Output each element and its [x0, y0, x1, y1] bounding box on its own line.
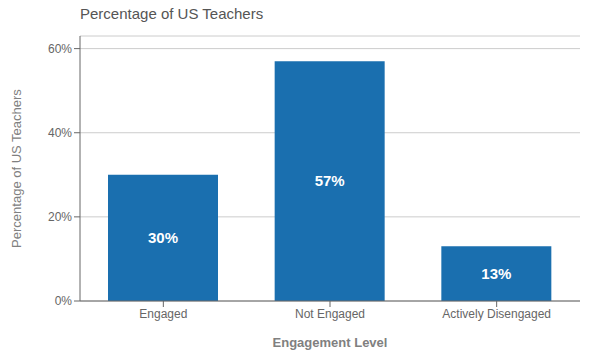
svg-text:57%: 57% [315, 172, 345, 189]
svg-text:40%: 40% [48, 126, 72, 140]
svg-text:30%: 30% [148, 229, 178, 246]
svg-text:Engagement Level: Engagement Level [273, 335, 388, 350]
svg-text:Actively Disengaged: Actively Disengaged [442, 307, 551, 321]
svg-text:13%: 13% [481, 265, 511, 282]
svg-text:Percentage of US Teachers: Percentage of US Teachers [9, 89, 24, 248]
svg-text:Engaged: Engaged [139, 307, 187, 321]
svg-text:20%: 20% [48, 210, 72, 224]
svg-text:60%: 60% [48, 42, 72, 56]
html-text:Percentage of US Teachers: Percentage of US Teachers [80, 5, 264, 22]
svg-text:Not Engaged: Not Engaged [295, 307, 365, 321]
svg-text:0%: 0% [55, 294, 73, 308]
